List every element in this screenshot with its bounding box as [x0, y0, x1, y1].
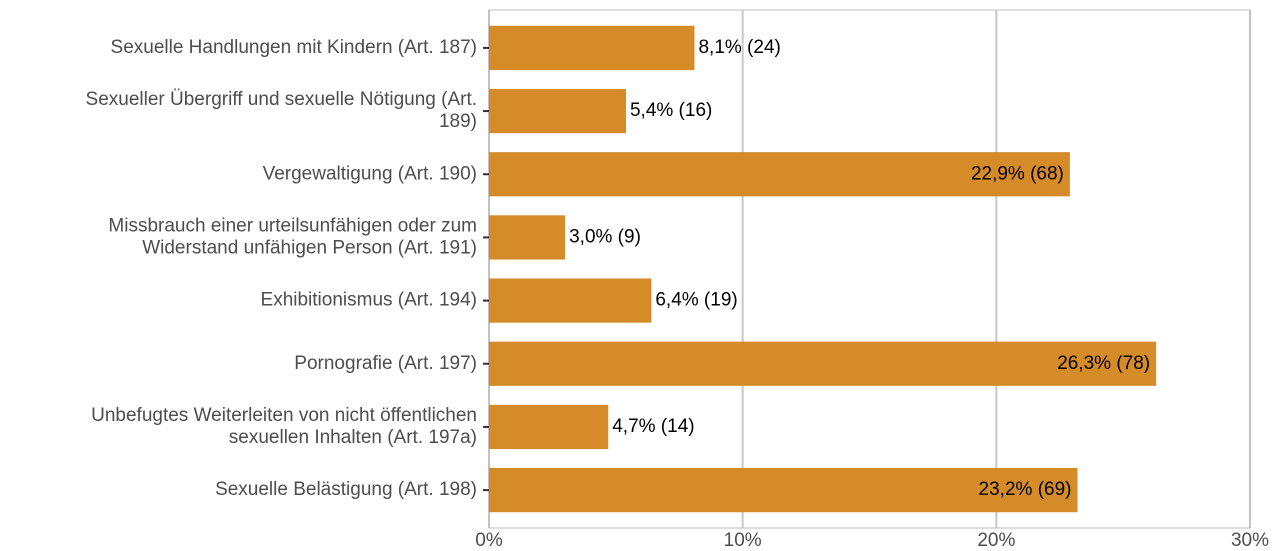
y-tick-label: Exhibitionismus (Art. 194) [261, 290, 477, 311]
x-tick-label: 0% [475, 530, 503, 551]
bar [489, 215, 566, 260]
bar [489, 25, 695, 71]
x-tick-label: 30% [1231, 530, 1269, 551]
y-tick-label: Sexueller Übergriff und sexuelle Nötigun… [86, 89, 477, 132]
y-tick-label: Missbrauch einer urteilsunfähigen oder z… [108, 215, 477, 258]
y-tick-label: Sexuelle Handlungen mit Kindern (Art. 18… [111, 37, 477, 58]
y-tick-label: Pornografie (Art. 197) [294, 353, 477, 374]
bar [489, 278, 652, 323]
value-label: 8,1% (24) [698, 37, 780, 58]
y-tick-label: Unbefugtes Weiterleiten von nicht öffent… [91, 405, 477, 448]
y-tick-label: Vergewaltigung (Art. 190) [263, 163, 477, 184]
y-tick-label: Sexuelle Belästigung (Art. 198) [215, 479, 477, 500]
value-label: 23,2% (69) [979, 479, 1072, 500]
bar [489, 88, 626, 134]
panel-border [488, 9, 1251, 529]
bar [489, 341, 1157, 386]
value-label: 22,9% (68) [971, 163, 1064, 184]
bar [489, 404, 609, 450]
value-label: 6,4% (19) [655, 290, 737, 311]
value-label: 5,4% (16) [630, 100, 712, 121]
value-label: 4,7% (14) [612, 416, 694, 437]
bar [489, 152, 1070, 197]
value-label: 26,3% (78) [1057, 353, 1150, 374]
bar [489, 467, 1078, 513]
value-label: 3,0% (9) [569, 226, 641, 247]
x-tick-label: 20% [977, 530, 1015, 551]
x-tick-label: 10% [724, 530, 762, 551]
